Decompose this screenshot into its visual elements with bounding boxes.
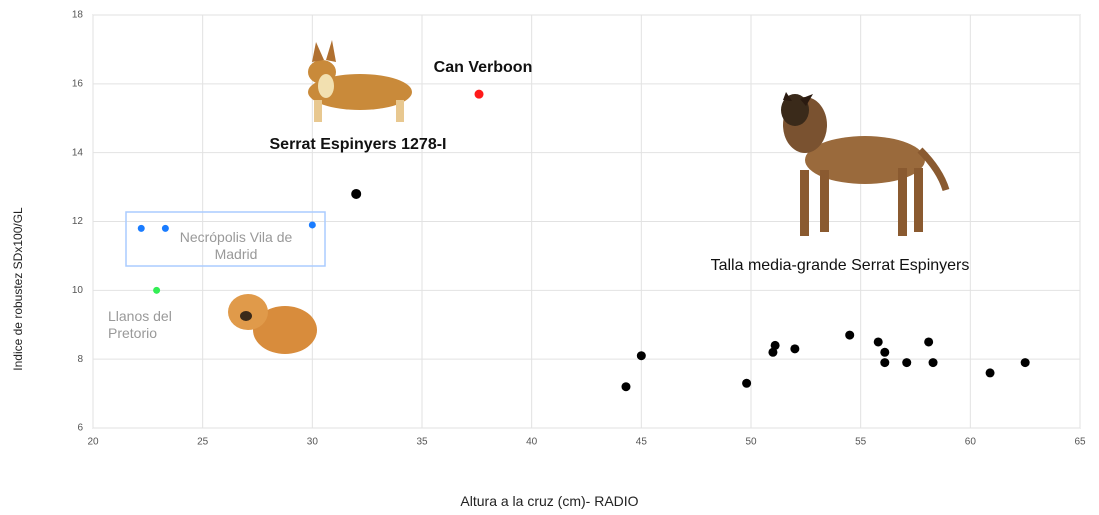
point	[902, 358, 912, 368]
x-tick-label: 50	[745, 437, 757, 448]
x-tick-label: 20	[87, 437, 99, 448]
group-box	[125, 211, 326, 267]
point	[351, 188, 362, 199]
x-tick-label: 60	[965, 437, 977, 448]
y-tick-label: 6	[77, 423, 83, 434]
x-tick-label: 45	[636, 437, 648, 448]
point	[880, 347, 890, 357]
point	[137, 224, 145, 232]
series-label: Serrat Espinyers 1278-I	[269, 136, 447, 153]
y-axis-title: Indice de robustez SDx100/GL	[11, 207, 25, 371]
point	[770, 340, 780, 350]
series-label: Llanos del Pretorio	[108, 308, 172, 341]
point	[161, 224, 169, 232]
malinois-illustration	[781, 92, 950, 236]
x-tick-label: 25	[197, 437, 209, 448]
point	[636, 351, 646, 361]
point	[985, 368, 995, 378]
point	[742, 378, 752, 388]
point	[924, 337, 934, 347]
point	[153, 286, 161, 294]
y-tick-label: 8	[77, 354, 83, 365]
point	[880, 358, 890, 368]
point	[790, 344, 800, 354]
point	[621, 382, 631, 392]
y-tick-label: 12	[72, 216, 84, 227]
x-tick-label: 40	[526, 437, 538, 448]
point	[1020, 358, 1030, 368]
x-axis-title: Altura a la cruz (cm)- RADIO	[460, 493, 639, 509]
series-label: Talla media-grande Serrat Espinyers	[710, 257, 970, 274]
series-label: Can Verboon	[433, 59, 533, 76]
point	[928, 358, 938, 368]
y-tick-label: 14	[72, 147, 84, 158]
x-tick-label: 30	[307, 437, 319, 448]
x-tick-label: 35	[416, 437, 428, 448]
corgi-illustration	[308, 40, 412, 122]
y-tick-label: 16	[72, 78, 84, 89]
x-tick-label: 55	[855, 437, 867, 448]
point	[873, 337, 883, 347]
point	[845, 330, 855, 340]
point	[768, 347, 778, 357]
pekingese-illustration	[228, 294, 317, 354]
point	[474, 89, 484, 99]
grid	[92, 14, 1081, 429]
series-label: Necrópolis Vila de Madrid	[179, 229, 293, 262]
point	[308, 221, 316, 229]
y-tick-label: 18	[72, 10, 84, 21]
x-tick-label: 65	[1074, 437, 1086, 448]
y-tick-label: 10	[72, 285, 84, 296]
